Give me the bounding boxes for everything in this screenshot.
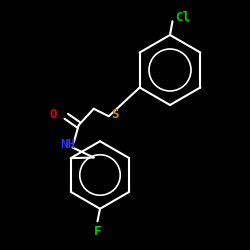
Text: O: O — [50, 108, 58, 122]
Text: Cl: Cl — [175, 11, 190, 24]
Text: F: F — [94, 225, 101, 238]
Text: NH: NH — [60, 138, 75, 151]
Text: S: S — [112, 108, 119, 122]
